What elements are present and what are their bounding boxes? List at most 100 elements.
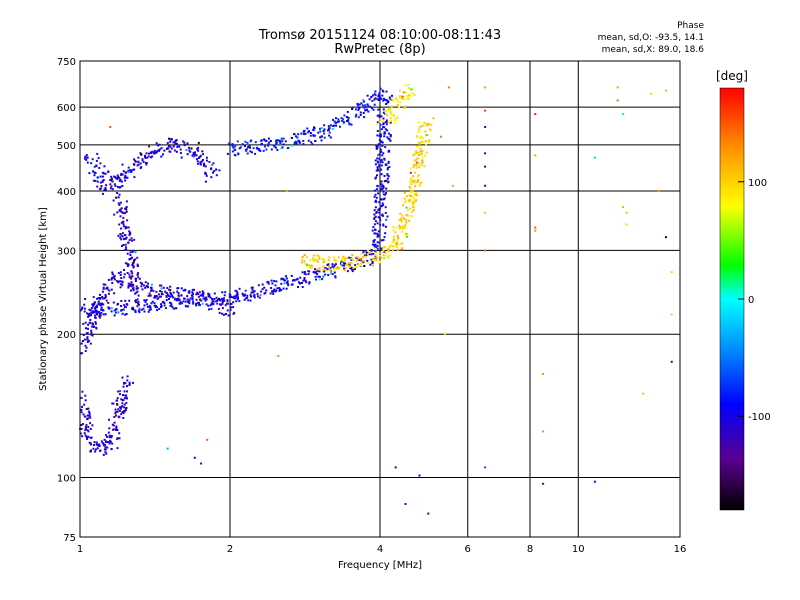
data-point [136,274,139,277]
data-point [484,249,487,252]
data-point [379,207,381,210]
data-point [84,426,87,429]
data-point [128,299,131,302]
data-point [119,208,122,211]
data-point [386,174,389,177]
data-point [153,302,156,305]
data-point [96,447,99,450]
data-point [86,338,89,341]
data-point [200,160,203,163]
data-point [382,223,385,226]
data-point [83,432,86,435]
data-point [411,211,413,214]
data-point [171,306,174,309]
data-point [377,192,380,195]
data-point [374,94,377,97]
data-point [270,148,273,151]
data-point [381,204,383,207]
data-point [372,240,375,243]
data-point [307,273,310,276]
data-point [189,297,192,300]
data-point [390,112,393,115]
data-point [364,106,367,109]
data-point [106,286,109,289]
data-point [99,314,102,317]
data-point [100,312,103,314]
data-point [337,267,340,270]
data-point [329,136,332,139]
data-point [159,284,161,287]
data-point [408,185,411,188]
data-point [378,211,381,214]
x-tick-label: 1 [77,544,83,555]
data-point [371,229,374,232]
data-point [403,191,406,194]
data-point [85,158,88,161]
data-point [373,217,376,220]
data-point [447,86,450,89]
data-point [144,300,147,303]
data-point [116,410,119,413]
data-point [358,103,361,106]
data-point [276,139,279,142]
data-point [382,126,385,128]
data-point [217,307,220,310]
data-point [178,302,181,305]
data-point [395,226,398,229]
data-point [386,215,389,218]
data-point [422,141,425,144]
data-point [127,171,130,174]
data-point [319,127,321,130]
data-point [279,142,282,144]
data-point [87,315,90,318]
data-point [107,306,110,309]
data-point [234,289,237,292]
data-point [301,258,304,261]
data-point [215,168,218,171]
data-point [376,168,379,171]
data-point [403,98,406,101]
data-point [183,144,186,147]
data-point [398,106,400,109]
data-point [183,141,186,144]
data-point [369,105,372,108]
data-point [141,159,144,162]
data-point [138,311,141,314]
data-point [201,290,204,293]
data-point [83,303,86,306]
data-point [376,134,379,137]
data-point [132,284,135,287]
data-point [375,169,378,172]
data-point [322,265,325,268]
data-point [251,286,254,289]
data-point [163,149,166,152]
data-point [291,279,294,282]
data-point [234,148,237,151]
data-point [100,306,103,309]
data-point [94,314,97,317]
data-point [222,313,225,316]
data-point [91,158,94,161]
data-point [179,152,182,154]
data-point [86,418,89,420]
data-point [215,296,218,299]
data-point [355,113,358,116]
data-point [142,307,145,310]
data-point [117,196,120,199]
data-point [234,154,237,157]
data-point [104,446,107,449]
data-point [376,188,379,191]
data-point [410,191,413,194]
data-point [401,95,404,98]
data-point [280,289,283,292]
data-point [120,277,123,279]
data-point [305,281,308,284]
data-point [184,304,187,307]
data-point [385,123,388,126]
data-point [126,252,129,255]
data-point [147,310,150,313]
data-point [110,288,113,291]
data-point [390,97,393,100]
data-point [121,376,124,379]
data-point [252,147,255,150]
